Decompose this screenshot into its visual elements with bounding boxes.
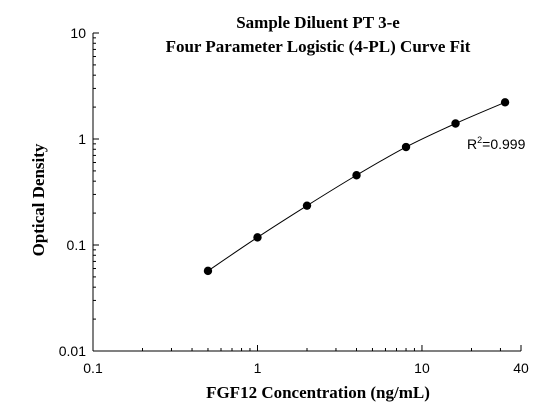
fit-curve-line	[207, 101, 506, 272]
r-squared-prefix: R	[467, 136, 477, 152]
r-squared-annotation: R2=0.999	[467, 135, 526, 152]
data-point	[302, 201, 312, 210]
x-axis-label: FGF12 Concentration (ng/mL)	[206, 383, 430, 402]
data-point	[253, 233, 262, 242]
data-point	[352, 171, 361, 180]
y-tick-label: 10	[70, 25, 86, 41]
y-tick-label: 1	[78, 131, 86, 147]
y-tick-label: 0.1	[67, 237, 87, 253]
chart-title-line1: Sample Diluent PT 3-e	[236, 13, 400, 32]
x-tick-label: 10	[414, 360, 430, 376]
data-point	[401, 142, 411, 152]
r-squared-superscript: 2	[477, 135, 482, 145]
x-tick-label: 0.1	[83, 360, 103, 376]
data-point	[500, 98, 510, 107]
fit-curve-group	[207, 101, 506, 272]
r-squared-value: =0.999	[482, 136, 525, 152]
x-tick-label: 1	[254, 360, 262, 376]
x-tick-label: 40	[513, 360, 529, 376]
y-axis-label: Optical Density	[29, 143, 48, 256]
chart-title-line2: Four Parameter Logistic (4-PL) Curve Fit	[166, 37, 471, 56]
data-point	[203, 266, 213, 276]
data-points-group	[203, 98, 510, 276]
y-tick-label: 0.01	[59, 343, 86, 359]
data-point	[451, 119, 460, 128]
